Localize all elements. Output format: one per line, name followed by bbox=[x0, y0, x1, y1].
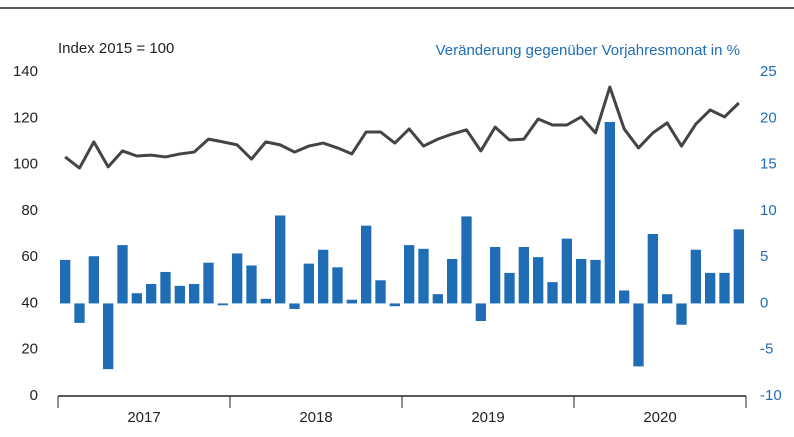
bar bbox=[375, 280, 386, 304]
bar bbox=[88, 256, 99, 304]
y2-tick-label: -5 bbox=[760, 341, 773, 358]
y2-axis-label: Veränderung gegenüber Vorjahresmonat in … bbox=[436, 42, 740, 59]
x-tick-label: 2018 bbox=[299, 409, 332, 426]
bar bbox=[103, 303, 114, 370]
y2-tick-label: 15 bbox=[760, 156, 777, 173]
y-tick-label: 20 bbox=[21, 341, 38, 358]
bar bbox=[217, 303, 228, 306]
bar bbox=[203, 262, 214, 304]
bar bbox=[131, 293, 142, 304]
bar bbox=[275, 215, 286, 304]
bar bbox=[232, 253, 243, 304]
bar bbox=[561, 238, 572, 304]
bar bbox=[361, 225, 372, 304]
bar bbox=[633, 303, 644, 367]
bar bbox=[246, 265, 257, 304]
x-tick-label: 2017 bbox=[127, 409, 160, 426]
bar bbox=[174, 285, 185, 304]
bar bbox=[160, 271, 171, 304]
bar bbox=[189, 283, 200, 304]
y2-tick-label: 25 bbox=[760, 63, 777, 80]
bar bbox=[647, 234, 658, 304]
bar bbox=[146, 283, 157, 304]
y2-tick-label: 5 bbox=[760, 248, 768, 265]
bar bbox=[590, 259, 601, 304]
y-tick-label: 0 bbox=[30, 387, 38, 404]
bar bbox=[418, 248, 429, 304]
y-tick-label: 60 bbox=[21, 248, 38, 265]
bar bbox=[719, 272, 730, 304]
line bbox=[64, 85, 740, 170]
bar bbox=[547, 282, 558, 304]
y2-tick-label: 0 bbox=[760, 294, 768, 311]
bar bbox=[432, 294, 443, 304]
bar bbox=[676, 303, 687, 325]
bar bbox=[733, 229, 744, 304]
x-tick-label: 2020 bbox=[643, 409, 676, 426]
bar bbox=[74, 303, 85, 323]
x-tick-label: 2019 bbox=[471, 409, 504, 426]
y-tick-label: 40 bbox=[21, 294, 38, 311]
bar bbox=[518, 246, 529, 304]
bar bbox=[705, 272, 716, 304]
bar bbox=[533, 257, 544, 304]
bar bbox=[690, 249, 701, 304]
bar bbox=[447, 258, 458, 304]
bar bbox=[389, 303, 400, 307]
bar bbox=[490, 246, 501, 304]
y2-tick-label: 10 bbox=[760, 202, 777, 219]
bar bbox=[461, 216, 472, 304]
bar bbox=[619, 290, 630, 304]
bar bbox=[475, 303, 486, 322]
bar bbox=[117, 245, 128, 304]
bar bbox=[260, 298, 271, 304]
bar bbox=[289, 303, 300, 309]
bar bbox=[604, 121, 615, 304]
y-tick-label: 80 bbox=[21, 202, 38, 219]
bar bbox=[332, 267, 343, 304]
bar bbox=[662, 294, 673, 304]
bar bbox=[504, 272, 515, 304]
bar bbox=[346, 299, 357, 304]
bar bbox=[303, 263, 314, 304]
y-tick-label: 120 bbox=[13, 109, 38, 126]
y-axis-label: Index 2015 = 100 bbox=[58, 40, 174, 57]
bar bbox=[60, 259, 71, 304]
bar bbox=[404, 245, 415, 304]
y-tick-label: 100 bbox=[13, 156, 38, 173]
bar bbox=[318, 249, 329, 304]
y2-tick-label: -10 bbox=[760, 387, 782, 404]
bar bbox=[576, 258, 587, 304]
y-tick-label: 140 bbox=[13, 63, 38, 80]
y2-tick-label: 20 bbox=[760, 109, 777, 126]
